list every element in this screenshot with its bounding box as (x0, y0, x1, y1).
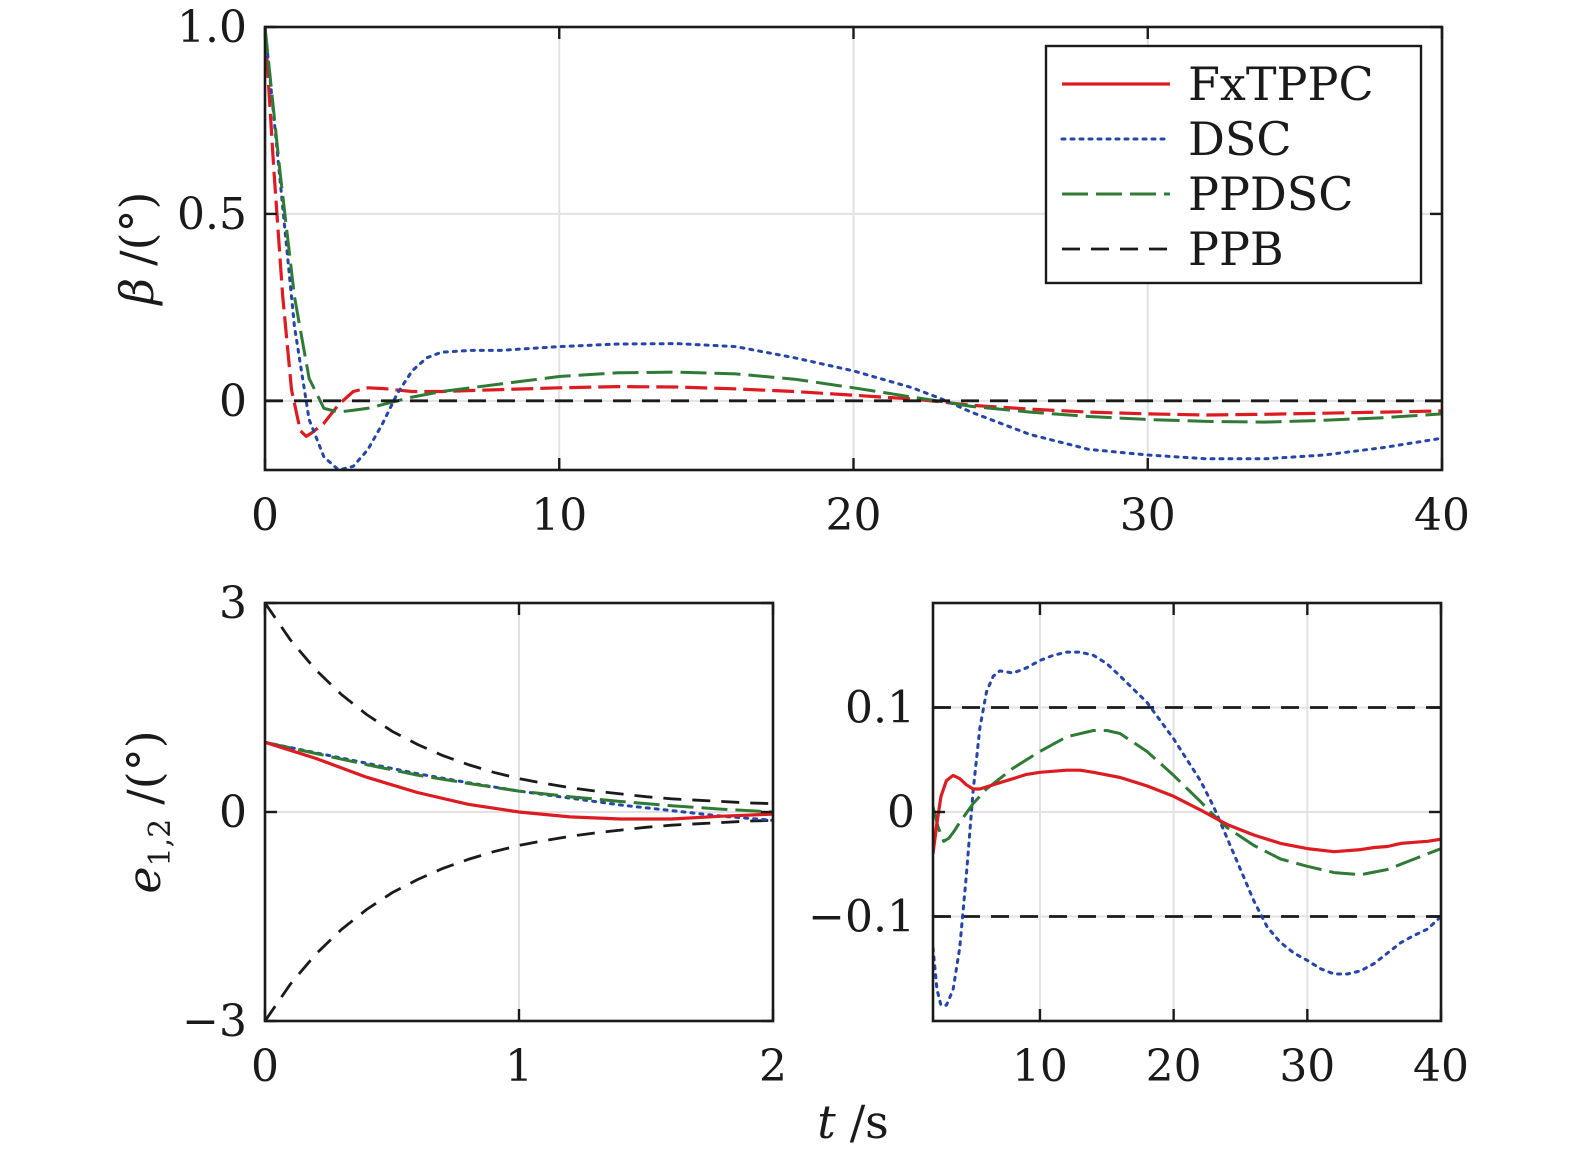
x-unit: /s (850, 1095, 889, 1149)
bottom-left-ticks: 0 1 2−303 (182, 578, 787, 1092)
bottom-y-symbol: e (117, 866, 171, 893)
bottom-left-panel: 0 1 2−303 e1,2/(°) (117, 578, 787, 1092)
bottom-left-xtick-label: 1 (505, 1041, 533, 1092)
top-series (265, 27, 1442, 470)
shared-x-axis-label: t/s (817, 1095, 889, 1149)
top-ytick-label: 0 (219, 376, 247, 427)
legend-label-ppb: PPB (1188, 222, 1284, 276)
bottom-left-xtick-label: 0 (251, 1041, 279, 1092)
bottom-right-series-ppdsc-line (933, 729, 1441, 877)
bottom-right-xtick-label: 40 (1413, 1041, 1469, 1092)
bottom-left-series (265, 603, 773, 1021)
bottom-right-series-dsc-line (933, 650, 1441, 1007)
top-series-dsc-line (265, 27, 1442, 470)
bottom-left-ytick-label: 0 (219, 787, 247, 838)
bottom-left-series-ppdsc-line (265, 740, 773, 814)
bottom-left-ytick-label: 3 (219, 578, 247, 629)
bottom-left-series-fxtppc-line (265, 740, 773, 821)
bottom-y-subscript: 1,2 (143, 819, 178, 867)
top-ytick-label: 0.5 (177, 189, 247, 240)
bottom-left-y-axis-label: e1,2 /(°) (117, 730, 178, 893)
bottom-right-panel: 10 20 30 40 −0.1 0 0.1 (808, 601, 1469, 1092)
top-xtick-label: 30 (1120, 490, 1176, 541)
bottom-right-ytick-label: −0.1 (808, 892, 915, 943)
bottom-right-ytick-label: 0.1 (845, 683, 915, 734)
top-xtick-label: 20 (826, 490, 882, 541)
top-y-symbol: β (110, 278, 164, 307)
top-y-axis-label: β /(°) (110, 192, 164, 307)
bottom-right-xtick-label: 10 (1012, 1041, 1068, 1092)
top-series-ppdsc-line (265, 27, 1442, 424)
bottom-left-xtick-label: 2 (759, 1041, 787, 1092)
top-ticks: 0 10 20 30 40 0 0.5 1.0 (177, 2, 1470, 541)
legend-label-fxtppc: FxTPPC (1188, 57, 1374, 111)
bottom-y-unit: /(°) (117, 730, 171, 804)
x-symbol: t (817, 1095, 836, 1149)
bottom-right-series (933, 650, 1441, 1007)
top-ytick-label: 1.0 (177, 2, 247, 53)
bottom-right-xtick-label: 20 (1146, 1041, 1202, 1092)
top-series-fxtppc-line (265, 27, 1442, 438)
bottom-right-ytick-label: 0 (887, 787, 915, 838)
legend-label-ppdsc: PPDSC (1188, 167, 1354, 221)
top-y-unit: /(°) (110, 192, 164, 266)
top-xtick-label: 40 (1414, 490, 1470, 541)
bottom-right-grid (933, 603, 1442, 1021)
top-xtick-label: 10 (531, 490, 587, 541)
bottom-right-series-fxtppc-line (933, 768, 1441, 855)
bottom-left-series-ppb-line (265, 819, 773, 1021)
top-xtick-label: 0 (251, 490, 279, 541)
bottom-right-xtick-label: 30 (1279, 1041, 1335, 1092)
bottom-left-ytick-label: −3 (182, 996, 247, 1047)
legend-label-dsc: DSC (1188, 112, 1292, 166)
bottom-right-ticks: 10 20 30 40 −0.1 0 0.1 (808, 603, 1469, 1092)
bottom-left-series-ppb-line (265, 603, 773, 805)
